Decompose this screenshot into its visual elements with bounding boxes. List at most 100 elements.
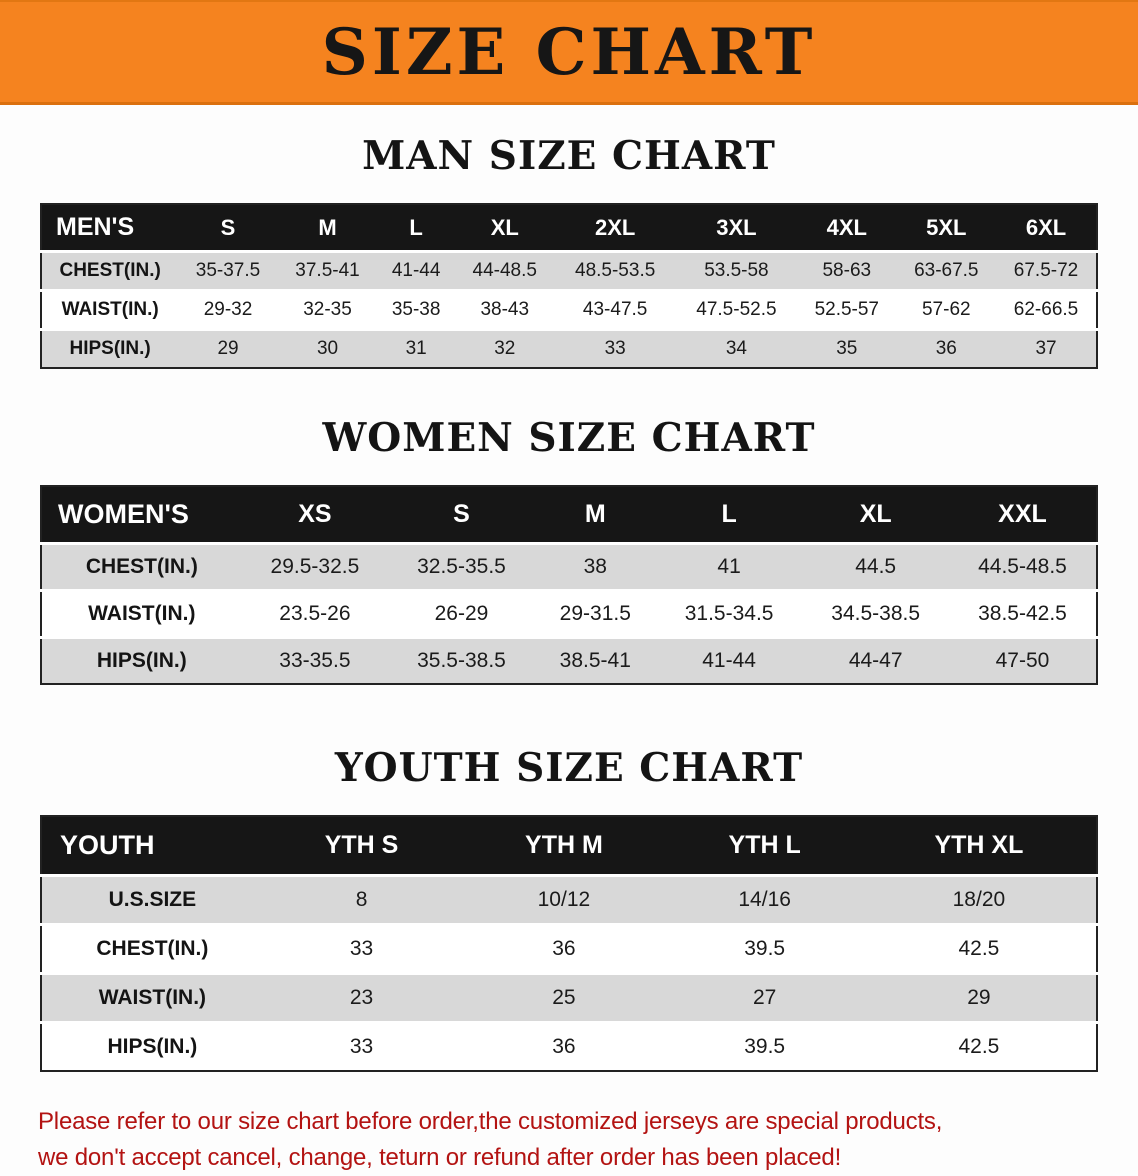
measure-value: 34.5-38.5 — [831, 602, 921, 625]
measure-value: 23.5-26 — [279, 602, 351, 625]
mens-size-chart-section: MAN SIZE CHART MEN'S S M L XL 2XL 3XL 4XL 5XL 6XL C… — [0, 133, 1138, 369]
measure-label: CHEST(IN.) — [96, 937, 209, 960]
womens-measure-row: HIPS(IN.) 33-35.5 35.5-38.5 38.5-41 41-44 44-… — [41, 637, 1097, 684]
youth-measure-row: CHEST(IN.) 33 36 39.5 42.5 — [41, 924, 1097, 974]
measure-value: 32.5-35.5 — [417, 555, 506, 578]
measure-value: 18/20 — [952, 888, 1006, 911]
measure-value: 38.5-42.5 — [978, 602, 1067, 625]
measure-value: 44.5-48.5 — [978, 555, 1067, 578]
mens-measure-row: WAIST(IN.) 29-32 32-35 35-38 38-43 43-47.5 47.… — [41, 290, 1097, 330]
womens-measure-row: WAIST(IN.) 23.5-26 26-29 29-31.5 31.5-34.5 34… — [41, 590, 1097, 638]
measure-value: 29 — [967, 986, 991, 1009]
measure-value: 29-32 — [203, 299, 253, 320]
womens-size-column-header: L — [655, 486, 803, 544]
youth-size-table: YOUTH YTH S YTH M YTH L YTH XL U.S.SIZE 8 10/12… — [40, 815, 1098, 1072]
measure-value: 37.5-41 — [295, 260, 360, 281]
measure-value: 62-66.5 — [1013, 299, 1079, 320]
womens-size-column-header: XL — [802, 486, 949, 544]
youth-size-column-header: YTH XL — [861, 816, 1097, 876]
measure-value: 36 — [552, 1035, 576, 1058]
mens-section-heading: MAN SIZE CHART — [362, 133, 776, 179]
measure-value: 42.5 — [958, 937, 1000, 960]
mens-size-table: MEN'S S M L XL 2XL 3XL 4XL 5XL 6XL CHEST(IN.) 35-37… — [40, 203, 1098, 369]
measure-value: 35-37.5 — [195, 260, 261, 281]
measure-value: 39.5 — [744, 1035, 786, 1058]
measure-value: 26-29 — [434, 602, 489, 625]
mens-size-column-header: 5XL — [896, 204, 997, 252]
measure-value: 34 — [725, 338, 747, 359]
measure-label: CHEST(IN.) — [59, 260, 161, 281]
mens-size-column-header: 4XL — [797, 204, 897, 252]
measure-value: 8 — [355, 888, 368, 911]
womens-measure-row: CHEST(IN.) 29.5-32.5 32.5-35.5 38 41 44.5 44.5… — [41, 543, 1097, 591]
measure-value: 14/16 — [738, 888, 791, 911]
womens-header-row: WOMEN'S XS S M L XL XXL — [41, 486, 1097, 544]
measure-value: 44.5 — [855, 555, 897, 578]
measure-label: HIPS(IN.) — [96, 649, 187, 672]
measure-label: HIPS(IN.) — [107, 1035, 198, 1058]
measure-value: 27 — [752, 986, 777, 1009]
mens-measure-row: CHEST(IN.) 35-37.5 37.5-41 41-44 44-48.5 48.5… — [41, 251, 1097, 291]
measure-value: 53.5-58 — [704, 260, 769, 281]
measure-value: 35-38 — [391, 299, 441, 320]
measure-value: 36 — [552, 937, 576, 960]
youth-header-row: YOUTH YTH S YTH M YTH L YTH XL — [41, 816, 1097, 876]
mens-size-column-header: S — [178, 204, 278, 252]
measure-value: 29 — [217, 338, 239, 359]
disclaimer-note: Please refer to our size chart before or… — [38, 1104, 1100, 1176]
measure-label: CHEST(IN.) — [85, 555, 198, 578]
size-chart-sections: MAN SIZE CHART MEN'S S M L XL 2XL 3XL 4XL 5XL 6XL C… — [0, 133, 1138, 1072]
mens-size-column-header: XL — [455, 204, 555, 252]
page-title: SIZE CHART — [321, 14, 817, 90]
disclaimer-line-1: Please refer to our size chart before or… — [38, 1108, 943, 1135]
measure-value: 67.5-72 — [1013, 260, 1079, 281]
mens-size-column-header: L — [377, 204, 456, 252]
measure-value: 32 — [494, 338, 516, 359]
womens-size-chart-section: WOMEN SIZE CHART WOMEN'S XS S M L XL XXL CHEST(I… — [0, 415, 1138, 685]
measure-value: 47-50 — [995, 649, 1050, 672]
youth-measure-row: HIPS(IN.) 33 36 39.5 42.5 — [41, 1022, 1097, 1071]
measure-value: 38 — [583, 555, 607, 578]
measure-value: 52.5-57 — [814, 299, 880, 320]
measure-value: 47.5-52.5 — [696, 299, 777, 320]
measure-value: 44-47 — [848, 649, 903, 672]
measure-value: 32-35 — [303, 299, 352, 320]
womens-size-column-header: XS — [241, 486, 389, 544]
disclaimer-line-2: we don't accept cancel, change, teturn o… — [38, 1144, 842, 1171]
womens-size-column-header: M — [534, 486, 656, 544]
youth-section-heading: YOUTH SIZE CHART — [334, 745, 804, 791]
measure-label: HIPS(IN.) — [69, 338, 151, 359]
measure-value: 57-62 — [921, 299, 971, 320]
mens-size-column-header: 6XL — [996, 204, 1097, 252]
measure-label: U.S.SIZE — [108, 888, 197, 911]
youth-size-column-header: YTH S — [262, 816, 461, 876]
measure-label: WAIST(IN.) — [98, 986, 207, 1009]
measure-value: 31 — [405, 338, 427, 359]
measure-value: 39.5 — [744, 937, 786, 960]
mens-size-column-header: 2XL — [554, 204, 676, 252]
measure-value: 41-44 — [702, 649, 756, 672]
measure-value: 35 — [836, 338, 858, 359]
measure-value: 63-67.5 — [914, 260, 979, 281]
measure-value: 48.5-53.5 — [575, 260, 656, 281]
youth-size-chart-section: YOUTH SIZE CHART YOUTH YTH S YTH M YTH L YTH … — [0, 745, 1138, 1072]
mens-measure-row: HIPS(IN.) 29 30 31 32 33 34 35 36 37 — [41, 329, 1097, 368]
womens-section-heading: WOMEN SIZE CHART — [322, 415, 816, 461]
measure-value: 38.5-41 — [559, 649, 631, 672]
measure-value: 41-44 — [391, 260, 441, 281]
measure-value: 33 — [349, 1035, 374, 1058]
measure-value: 33 — [349, 937, 374, 960]
measure-value: 25 — [552, 986, 576, 1009]
measure-label: WAIST(IN.) — [88, 602, 196, 625]
measure-value: 35.5-38.5 — [417, 649, 506, 672]
measure-value: 31.5-34.5 — [684, 602, 774, 625]
youth-size-column-header: YTH M — [460, 816, 668, 876]
measure-value: 42.5 — [958, 1035, 1000, 1058]
youth-size-column-header: YTH L — [667, 816, 862, 876]
measure-value: 37 — [1035, 338, 1057, 359]
measure-value: 30 — [316, 338, 339, 359]
mens-header-row: MEN'S S M L XL 2XL 3XL 4XL 5XL 6XL — [41, 204, 1097, 252]
measure-value: 36 — [935, 338, 957, 359]
measure-label: WAIST(IN.) — [61, 299, 159, 320]
